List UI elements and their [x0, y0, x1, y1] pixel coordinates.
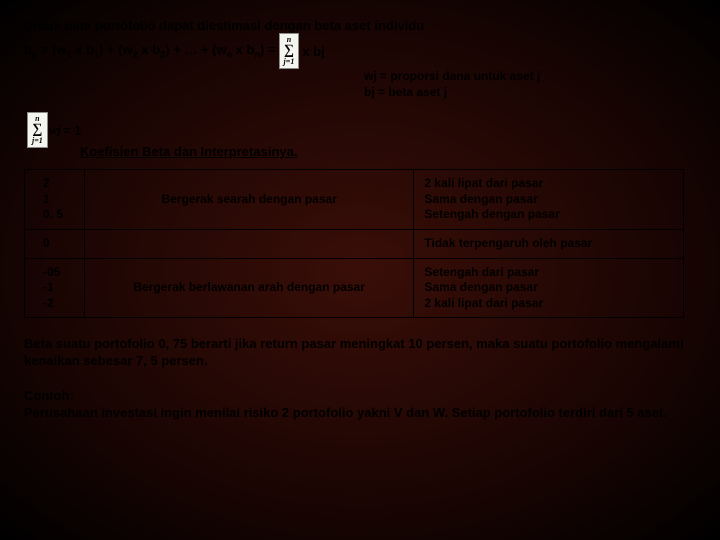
table-row: -05 -1 -2 Bergerak berlawanan arah denga…	[25, 258, 684, 318]
def-wj: wj = proporsi dana untuk aset j	[364, 69, 696, 85]
beta-values: 0	[25, 229, 85, 258]
definitions: wj = proporsi dana untuk aset j bj = bet…	[364, 69, 696, 100]
sigma-equals-one: n ∑ j=1 wj = 1	[24, 112, 696, 148]
def-bj: bj = beta aset j	[364, 85, 696, 101]
example-paragraph: Contoh: Perusahaan investasi ingin menil…	[24, 388, 696, 422]
example-text: Perusahaan investasi ingin menilai risik…	[24, 405, 696, 422]
direction: Bergerak berlawanan arah dengan pasar	[84, 258, 413, 318]
explanation-paragraph: Beta suatu portofolio 0, 75 berarti jika…	[24, 336, 696, 370]
eq1-tail: = 1	[63, 123, 81, 138]
table-title: Koefisien Beta dan Interpretasinya.	[80, 144, 696, 159]
sigma-icon: n ∑ j=1	[279, 33, 300, 69]
beta-values: -05 -1 -2	[25, 258, 85, 318]
beta-values: 2 1 0. 5	[25, 170, 85, 230]
interpretation-table: 2 1 0. 5 Bergerak searah dengan pasar 2 …	[24, 169, 684, 318]
heading-line: Untuk beta portofolio dapat diestimasi d…	[24, 18, 696, 33]
formula-text: bp = (w1 x b1) + (w2 x b2) + … + (wn x b…	[24, 42, 276, 60]
example-label: Contoh:	[24, 388, 696, 405]
interpretation: Tidak terpengaruh oleh pasar	[414, 229, 684, 258]
interpretation: 2 kali lipat dari pasar Sama dengan pasa…	[414, 170, 684, 230]
sigma-var: wj	[49, 122, 61, 138]
table-row: 0 Tidak terpengaruh oleh pasar	[25, 229, 684, 258]
page-number: 13	[680, 512, 692, 524]
sigma-icon: n ∑ j=1	[27, 112, 48, 148]
table-row: 2 1 0. 5 Bergerak searah dengan pasar 2 …	[25, 170, 684, 230]
direction	[84, 229, 413, 258]
interpretation: Setengah dari pasar Sama dengan pasar 2 …	[414, 258, 684, 318]
direction: Bergerak searah dengan pasar	[84, 170, 413, 230]
formula: bp = (w1 x b1) + (w2 x b2) + … + (wn x b…	[24, 33, 696, 69]
formula-tail: x bj	[302, 44, 324, 59]
